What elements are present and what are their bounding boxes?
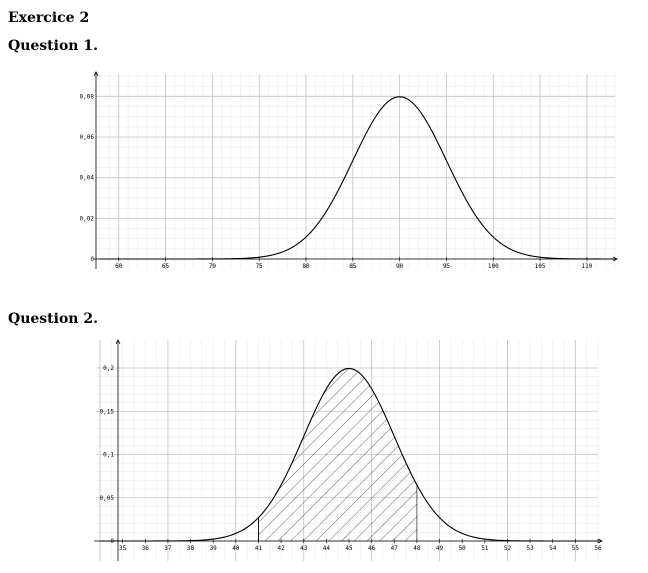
- x-tick-label: 42: [277, 545, 285, 552]
- density-curve: [100, 96, 615, 260]
- x-tick-label: 95: [443, 263, 451, 270]
- y-axis-arrow: [93, 71, 99, 77]
- x-tick-label: 80: [302, 263, 310, 270]
- y-tick-label: 0,2: [103, 365, 114, 372]
- x-tick-label: 60: [115, 263, 123, 270]
- x-tick-label: 110: [581, 263, 592, 270]
- shaded-region: [258, 368, 417, 541]
- x-tick-label: 105: [535, 263, 546, 270]
- x-tick-label: 46: [368, 545, 376, 552]
- x-tick-label: 100: [488, 263, 499, 270]
- x-tick-label: 36: [142, 545, 150, 552]
- normal-curve-chart-1: 60 65 70 75 80 85 90 95 100 105 110 0 0,02 0,04 0,06 0,…: [80, 71, 618, 270]
- question-1-heading: Question 1.: [8, 38, 98, 54]
- x-tick-label: 39: [210, 545, 218, 552]
- x-tick-label: 85: [349, 263, 357, 270]
- y-tick-label: 0,15: [100, 408, 115, 415]
- x-tick-label: 47: [391, 545, 399, 552]
- y-tick-label: 0,08: [80, 93, 94, 100]
- x-tick-label: 90: [396, 263, 404, 270]
- x-tick-label: 50: [459, 545, 467, 552]
- x-tick-label: 43: [300, 545, 308, 552]
- y-tick-label: 0,02: [80, 215, 94, 222]
- x-tick-label: 55: [572, 545, 580, 552]
- x-tick-label: 45: [345, 545, 353, 552]
- x-axis-arrow: [597, 538, 603, 544]
- y-tick-label: 0,06: [80, 134, 94, 141]
- y-tick-label: 0,04: [80, 175, 94, 182]
- x-tick-label: 51: [481, 545, 489, 552]
- x-tick-label: 56: [594, 545, 602, 552]
- x-tick-label: 44: [323, 545, 331, 552]
- x-tick-label: 70: [209, 263, 217, 270]
- x-tick-label: 40: [232, 545, 240, 552]
- x-tick-label: 35: [119, 545, 127, 552]
- x-tick-label: 75: [256, 263, 264, 270]
- x-tick-label: 52: [504, 545, 512, 552]
- x-tick-label: 48: [413, 545, 421, 552]
- density-curve: [100, 367, 598, 542]
- x-tick-label: 65: [162, 263, 170, 270]
- x-tick-label: 49: [436, 545, 444, 552]
- x-tick-label: 53: [526, 545, 534, 552]
- y-axis-arrow: [115, 339, 121, 345]
- x-tick-label: 54: [549, 545, 557, 552]
- normal-curve-chart-2-shaded: 35 36 37 38 39 40 41 42 43 44 45 46 47 48 49 50 51 52 53 54…: [94, 339, 603, 561]
- y-tick-label: 0: [90, 256, 94, 263]
- y-tick-label: 0,05: [100, 495, 115, 502]
- x-tick-label: 41: [255, 545, 263, 552]
- y-tick-label: 0,1: [103, 452, 114, 459]
- x-tick-label: 37: [164, 545, 172, 552]
- x-axis-arrow: [612, 256, 618, 262]
- x-tick-label: 38: [187, 545, 195, 552]
- question-2-heading: Question 2.: [8, 311, 98, 327]
- exercise-heading: Exercice 2: [8, 10, 90, 26]
